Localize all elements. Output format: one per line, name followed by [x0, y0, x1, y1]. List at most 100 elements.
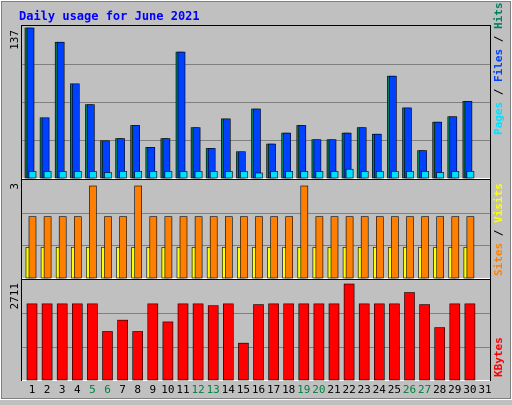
y-max-label-kbytes: 2711: [8, 283, 21, 310]
bar-pages-day-28: [436, 172, 445, 179]
bar-pages-day-3: [58, 171, 67, 179]
bar-sites-day-30: [466, 216, 475, 279]
bar-pages-day-18: [285, 171, 294, 179]
bar-kbytes-day-17: [268, 303, 279, 381]
x-tick-label-day-5: 5: [89, 383, 96, 396]
bar-kbytes-day-11: [177, 303, 189, 381]
bar-pages-day-17: [270, 171, 278, 179]
bar-kbytes-day-12: [192, 303, 204, 381]
bar-sites-day-1: [28, 216, 37, 279]
bar-pages-day-30: [466, 171, 475, 179]
bar-sites-day-4: [74, 216, 82, 279]
bar-kbytes-day-3: [56, 303, 68, 381]
x-tick-label-day-8: 8: [134, 383, 141, 396]
bar-pages-day-16: [255, 172, 263, 179]
bar-sites-day-11: [179, 216, 188, 279]
bar-files-day-8: [132, 125, 140, 179]
x-tick-label-day-12: 12: [191, 383, 204, 396]
bar-sites-day-9: [149, 216, 158, 279]
bar-kbytes-day-15: [238, 342, 249, 381]
bar-sites-day-20: [315, 216, 324, 279]
right-label-middle: Sites / Visits: [492, 183, 505, 276]
bar-kbytes-day-5: [87, 303, 98, 381]
bar-files-day-28: [434, 121, 443, 179]
bar-files-day-12: [192, 127, 201, 179]
bar-kbytes-day-9: [147, 303, 159, 381]
bar-kbytes-day-20: [313, 303, 325, 381]
bar-pages-day-14: [225, 171, 233, 179]
bar-files-day-29: [449, 116, 458, 179]
bar-files-day-26: [404, 107, 412, 179]
bar-kbytes-day-4: [72, 303, 83, 381]
x-tick-label-day-28: 28: [433, 383, 446, 396]
bar-pages-day-8: [134, 171, 142, 179]
bar-pages-day-24: [375, 171, 384, 179]
bar-files-day-30: [464, 101, 473, 179]
legend-pages: Pages: [492, 102, 505, 135]
x-tick-label-day-19: 19: [297, 383, 310, 396]
bar-pages-day-9: [149, 171, 158, 179]
bar-sites-day-13: [209, 216, 218, 279]
bar-pages-day-21: [330, 171, 339, 179]
bar-kbytes-day-24: [373, 303, 385, 381]
bar-files-day-3: [56, 41, 65, 179]
bar-kbytes-day-22: [343, 283, 355, 381]
bar-pages-day-23: [360, 171, 369, 179]
bar-sites-day-10: [164, 216, 173, 279]
bar-sites-day-8: [134, 185, 142, 279]
x-tick-label-day-6: 6: [104, 383, 111, 396]
bar-sites-day-14: [225, 216, 233, 279]
chart-title: Daily usage for June 2021: [19, 9, 200, 23]
bar-kbytes-day-7: [117, 319, 128, 381]
bar-pages-day-12: [194, 171, 203, 179]
bar-pages-day-26: [406, 171, 414, 179]
bar-kbytes-day-26: [404, 292, 415, 381]
bar-pages-day-13: [209, 171, 218, 179]
x-tick-label-day-7: 7: [119, 383, 126, 396]
legend-sep-1: /: [492, 82, 505, 102]
x-tick-label-day-4: 4: [74, 383, 81, 396]
x-tick-label-day-17: 17: [267, 383, 280, 396]
bar-pages-day-2: [43, 171, 52, 179]
x-tick-label-day-11: 11: [176, 383, 189, 396]
bar-sites-day-28: [436, 216, 445, 279]
bar-kbytes-day-1: [26, 303, 38, 381]
legend-hits: Hits: [492, 3, 505, 30]
bar-files-day-2: [41, 117, 50, 179]
outer-frame-shadow: [1, 1, 511, 399]
bar-sites-day-3: [58, 216, 67, 279]
x-tick-label-day-29: 29: [448, 383, 461, 396]
bar-pages-day-29: [451, 171, 460, 179]
legend-sep-2: /: [492, 29, 505, 49]
y-max-label-hits: 137: [8, 30, 21, 50]
bar-kbytes-day-23: [358, 303, 370, 381]
bar-pages-day-19: [300, 171, 309, 179]
bar-files-day-5: [87, 104, 95, 179]
x-tick-label-day-16: 16: [252, 383, 265, 396]
bar-pages-day-4: [74, 171, 82, 179]
bar-sites-day-2: [43, 216, 52, 279]
legend-sites: Sites: [492, 243, 505, 276]
bar-kbytes-day-16: [253, 304, 264, 381]
bar-files-day-14: [223, 118, 231, 179]
bar-kbytes-day-28: [434, 327, 446, 381]
x-tick-label-day-2: 2: [44, 383, 51, 396]
bar-sites-day-12: [194, 216, 203, 279]
bar-sites-day-23: [360, 216, 369, 279]
x-tick-label-day-10: 10: [161, 383, 174, 396]
bar-kbytes-day-2: [41, 303, 53, 381]
bar-sites-day-27: [421, 216, 429, 279]
x-tick-label-day-22: 22: [342, 383, 355, 396]
legend-files: Files: [492, 49, 505, 82]
bar-kbytes-day-27: [419, 304, 430, 381]
bar-pages-day-1: [28, 171, 37, 179]
bar-sites-day-29: [451, 216, 460, 279]
bar-pages-day-10: [164, 171, 173, 179]
x-tick-label-day-21: 21: [327, 383, 340, 396]
legend-sep-3: /: [492, 223, 505, 243]
bar-files-day-23: [358, 127, 367, 179]
bar-pages-day-15: [240, 171, 248, 179]
bar-kbytes-day-8: [132, 331, 143, 381]
bar-pages-day-22: [345, 168, 354, 179]
